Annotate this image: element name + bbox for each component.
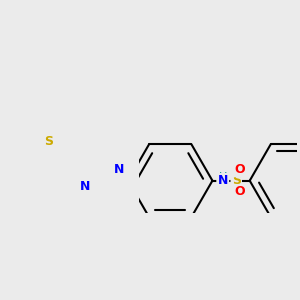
Text: S: S bbox=[232, 174, 241, 187]
Text: O: O bbox=[234, 163, 245, 176]
Text: N: N bbox=[114, 163, 124, 176]
Text: S: S bbox=[44, 135, 53, 148]
Text: N: N bbox=[218, 174, 228, 187]
Text: O: O bbox=[234, 185, 245, 198]
Text: H: H bbox=[219, 172, 227, 182]
Text: N: N bbox=[80, 180, 91, 193]
